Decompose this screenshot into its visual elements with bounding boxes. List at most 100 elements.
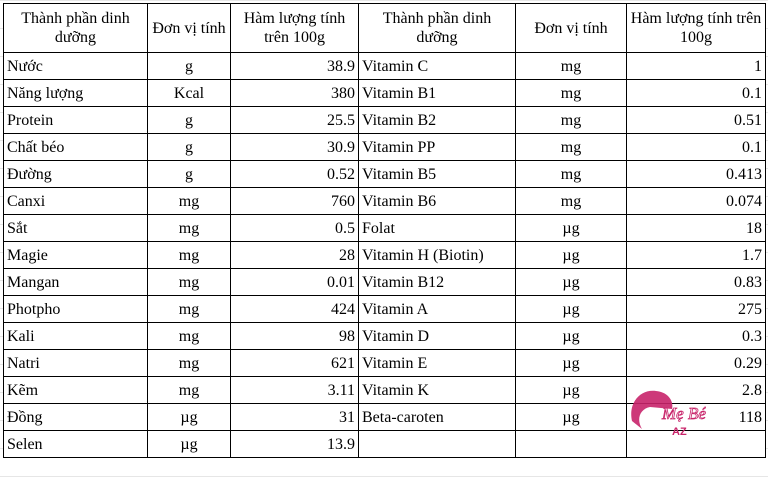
nutrient-name: Vitamin D [358,322,516,350]
table-row: Selen µg 13.9 [3,430,766,458]
nutrient-name: Mangan [3,268,148,296]
amount-per-100g: 424 [230,295,359,323]
unit: mg [515,133,627,161]
unit: g [147,160,231,188]
nutrient-name: Chất béo [3,133,148,161]
unit: Kcal [147,79,231,107]
nutrient-name: Kẽm [3,376,148,404]
unit: g [147,133,231,161]
nutrition-table: Thành phần dinh dưỡng Đơn vị tính Hàm lượn… [3,3,766,458]
amount-per-100g: 760 [230,187,359,215]
amount-per-100g: 118 [626,403,766,431]
nutrient-name [358,430,516,458]
amount-per-100g: 621 [230,349,359,377]
amount-per-100g: 2.8 [626,376,766,404]
table-row: Sắt mg 0.5 Folat µg 18 [3,214,766,242]
amount-per-100g: 25.5 [230,106,359,134]
nutrient-name: Natri [3,349,148,377]
unit: g [147,52,231,80]
nutrient-name: Protein [3,106,148,134]
amount-per-100g: 98 [230,322,359,350]
nutrient-name: Vitamin E [358,349,516,377]
nutrient-name: Kali [3,322,148,350]
amount-per-100g: 0.3 [626,322,766,350]
amount-per-100g: 380 [230,79,359,107]
column-header: Hàm lượng tính trên 100g [626,3,766,53]
amount-per-100g: 0.51 [626,106,766,134]
nutrient-name: Năng lượng [3,79,148,107]
amount-per-100g [626,430,766,458]
nutrient-name: Photpho [3,295,148,323]
unit: mg [147,349,231,377]
amount-per-100g: 3.11 [230,376,359,404]
unit: µg [515,349,627,377]
nutrient-name: Vitamin C [358,52,516,80]
nutrient-name: Nước [3,52,148,80]
nutrient-name: Vitamin A [358,295,516,323]
table-row: Protein g 25.5 Vitamin B2 mg 0.51 [3,106,766,134]
amount-per-100g: 0.1 [626,133,766,161]
amount-per-100g: 0.29 [626,349,766,377]
nutrient-name: Vitamin B12 [358,268,516,296]
header-row: Thành phần dinh dưỡng Đơn vị tính Hàm lượn… [3,3,766,53]
nutrient-name: Vitamin PP [358,133,516,161]
unit: µg [515,295,627,323]
nutrient-name: Vitamin B5 [358,160,516,188]
table-row: Đồng µg 31 Beta-caroten µg 118 [3,403,766,431]
unit: mg [147,268,231,296]
unit [515,430,627,458]
nutrient-name: Selen [3,430,148,458]
nutrient-name: Đường [3,160,148,188]
table-row: Năng lượng Kcal 380 Vitamin B1 mg 0.1 [3,79,766,107]
table-row: Magie mg 28 Vitamin H (Biotin) µg 1.7 [3,241,766,269]
table-row: Mangan mg 0.01 Vitamin B12 µg 0.83 [3,268,766,296]
unit: µg [515,241,627,269]
unit: mg [515,52,627,80]
amount-per-100g: 38.9 [230,52,359,80]
table-row: Canxi mg 760 Vitamin B6 mg 0.074 [3,187,766,215]
amount-per-100g: 0.074 [626,187,766,215]
unit: mg [515,160,627,188]
table-row: Đường g 0.52 Vitamin B5 mg 0.413 [3,160,766,188]
nutrient-name: Magie [3,241,148,269]
unit: mg [147,187,231,215]
amount-per-100g: 28 [230,241,359,269]
unit: mg [147,241,231,269]
unit: mg [515,106,627,134]
amount-per-100g: 31 [230,403,359,431]
column-header: Đơn vị tính [515,3,627,53]
unit: mg [147,322,231,350]
unit: µg [515,268,627,296]
nutrient-name: Folat [358,214,516,242]
nutrient-name: Vitamin B2 [358,106,516,134]
unit: µg [515,403,627,431]
amount-per-100g: 30.9 [230,133,359,161]
amount-per-100g: 0.1 [626,79,766,107]
unit: mg [147,295,231,323]
nutrient-name: Sắt [3,214,148,242]
unit: g [147,106,231,134]
unit: mg [515,187,627,215]
unit: mg [147,214,231,242]
amount-per-100g: 1 [626,52,766,80]
nutrient-name: Canxi [3,187,148,215]
unit: µg [147,403,231,431]
unit: mg [515,79,627,107]
unit: mg [147,376,231,404]
unit: µg [515,214,627,242]
amount-per-100g: 0.01 [230,268,359,296]
amount-per-100g: 275 [626,295,766,323]
amount-per-100g: 0.413 [626,160,766,188]
nutrient-name: Đồng [3,403,148,431]
nutrient-name: Vitamin B1 [358,79,516,107]
column-header: Thành phần dinh dưỡng [358,3,516,53]
nutrient-name: Beta-caroten [358,403,516,431]
amount-per-100g: 0.83 [626,268,766,296]
amount-per-100g: 0.5 [230,214,359,242]
unit: µg [147,430,231,458]
amount-per-100g: 0.52 [230,160,359,188]
